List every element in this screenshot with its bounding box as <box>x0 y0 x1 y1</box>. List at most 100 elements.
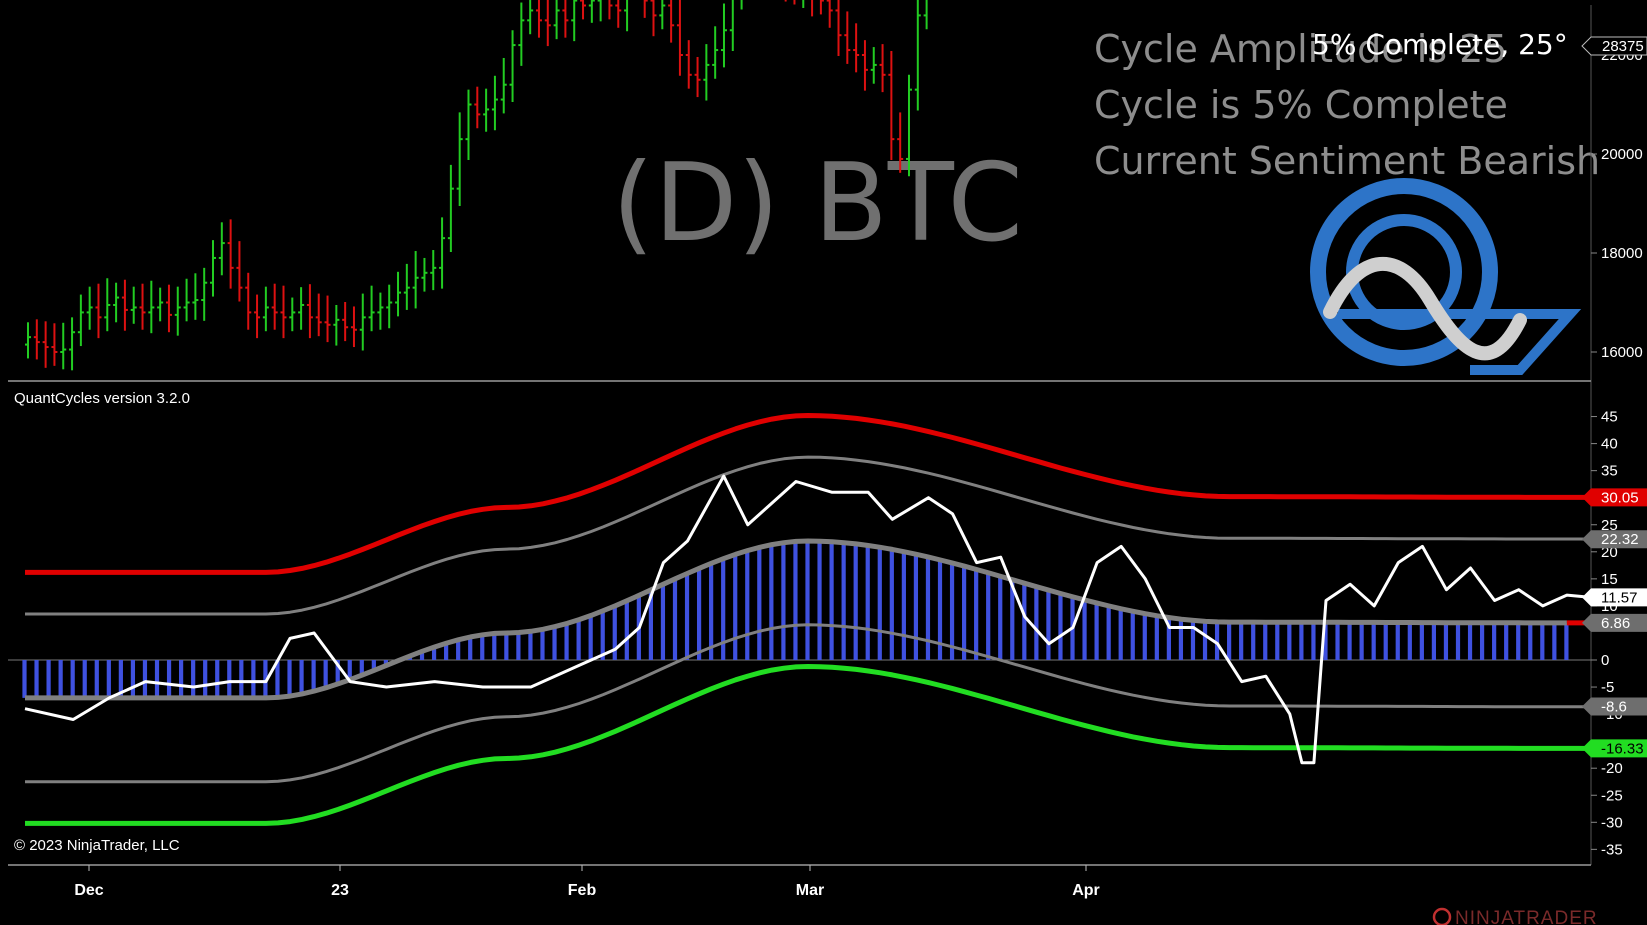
histogram-bar <box>829 541 834 660</box>
histogram-bar <box>1383 622 1388 660</box>
badge-value: -8.6 <box>1601 699 1627 716</box>
ohlc-bar <box>174 286 181 336</box>
ohlc-bar <box>802 0 805 8</box>
ohlc-bar <box>597 0 602 22</box>
histogram-bar <box>1455 622 1461 660</box>
ohlc-bar <box>157 287 164 322</box>
histogram-bar <box>58 660 63 698</box>
histogram-bar <box>612 605 617 660</box>
ohlc-bar <box>914 0 921 111</box>
ohlc-bar <box>395 271 402 317</box>
ohlc-bar <box>359 293 366 351</box>
histogram-bar <box>335 660 340 684</box>
histogram-bar <box>1564 622 1569 660</box>
histogram-bar <box>130 660 136 698</box>
histogram-bar <box>528 631 533 660</box>
histogram-bar <box>853 543 858 660</box>
histogram-bar <box>624 600 629 660</box>
histogram-bar <box>1479 622 1485 660</box>
histogram-bar <box>564 623 569 660</box>
ohlc-bar <box>130 286 137 324</box>
histogram-bar <box>889 549 894 660</box>
cycle-info-line: Current Sentiment Bearish <box>1094 139 1600 183</box>
histogram-bar <box>1130 611 1135 660</box>
histogram-bar <box>709 563 714 660</box>
histogram-bar <box>769 544 774 660</box>
histogram-bar <box>1190 620 1196 660</box>
ninjatrader-brand-text: NINJATRADER <box>1455 908 1598 925</box>
ohlc-bar <box>139 283 146 330</box>
last-price-badge: 28375 <box>1581 36 1647 56</box>
histogram-bar <box>552 626 557 660</box>
histogram-bar <box>781 542 786 660</box>
histogram-bar <box>1263 622 1268 660</box>
badge-value: -16.33 <box>1601 740 1644 757</box>
histogram-bar <box>865 545 870 660</box>
ohlc-bar <box>236 241 243 302</box>
histogram-bar <box>672 578 678 660</box>
indicator-value-badge: 11.57 <box>1582 588 1647 607</box>
ohlc-bar <box>712 26 719 79</box>
ohlc-bar <box>811 0 814 17</box>
histogram-bar <box>805 540 810 660</box>
histogram-bar <box>323 660 328 688</box>
histogram-bar <box>46 660 51 698</box>
histogram-bar <box>1443 622 1449 660</box>
histogram-bar <box>1251 622 1256 660</box>
histogram-bar <box>913 554 919 660</box>
histogram-bar <box>1323 622 1328 660</box>
ohlc-bar <box>826 0 833 28</box>
histogram-bar <box>733 554 738 660</box>
histogram-bar <box>179 660 184 698</box>
histogram-bar <box>1467 622 1473 660</box>
histogram-bar <box>251 660 256 698</box>
histogram-bar <box>1094 603 1099 660</box>
ohlc-bar <box>624 0 629 32</box>
histogram-bar <box>974 569 979 660</box>
indicator-tick-label: 35 <box>1601 463 1618 480</box>
ohlc-bar <box>703 44 710 101</box>
ohlc-bar <box>447 164 454 253</box>
histogram-bar <box>1010 579 1015 660</box>
ohlc-bar <box>659 0 666 30</box>
upper-outer-band <box>25 413 1647 575</box>
ohlc-bar <box>324 295 331 343</box>
ohlc-bar <box>861 40 868 91</box>
histogram-bar <box>1214 621 1220 660</box>
badge-value: 22.32 <box>1601 531 1639 548</box>
histogram-bar <box>1359 622 1364 660</box>
histogram-bar <box>1516 622 1521 660</box>
ohlc-bar <box>923 0 928 30</box>
histogram-bar <box>588 615 593 660</box>
ohlc-bar <box>51 323 58 366</box>
histogram-bar <box>576 619 581 660</box>
histogram-bar <box>492 633 497 660</box>
histogram-bar <box>1492 622 1497 660</box>
histogram-bar <box>287 660 292 697</box>
histogram-bar <box>1311 622 1316 660</box>
ohlc-bar <box>25 322 31 359</box>
histogram-bar <box>1335 622 1340 660</box>
histogram-bar <box>1347 622 1352 660</box>
indicator-tick-label: 25 <box>1601 517 1618 534</box>
indicator-name-label: QuantCycles version 3.2.0 <box>14 390 190 407</box>
ohlc-bar <box>544 0 551 47</box>
ninjatrader-logo-icon <box>1432 907 1452 925</box>
ohlc-bar <box>879 44 886 93</box>
histogram-bar <box>1178 619 1184 660</box>
histogram-bar <box>1299 622 1304 660</box>
ohlc-bar <box>615 0 622 28</box>
histogram-bar <box>371 660 376 671</box>
histogram-bar <box>1239 622 1244 660</box>
histogram-bar <box>142 660 148 698</box>
histogram-bar <box>311 660 316 692</box>
ohlc-bar <box>298 287 305 330</box>
ohlc-bar <box>148 280 155 334</box>
ohlc-bar <box>694 56 701 98</box>
quantcycles-logo <box>1310 178 1582 375</box>
histogram-bar <box>1034 586 1039 660</box>
time-tick-label: Mar <box>796 882 824 899</box>
copyright-text: © 2023 NinjaTrader, LLC <box>14 837 180 854</box>
